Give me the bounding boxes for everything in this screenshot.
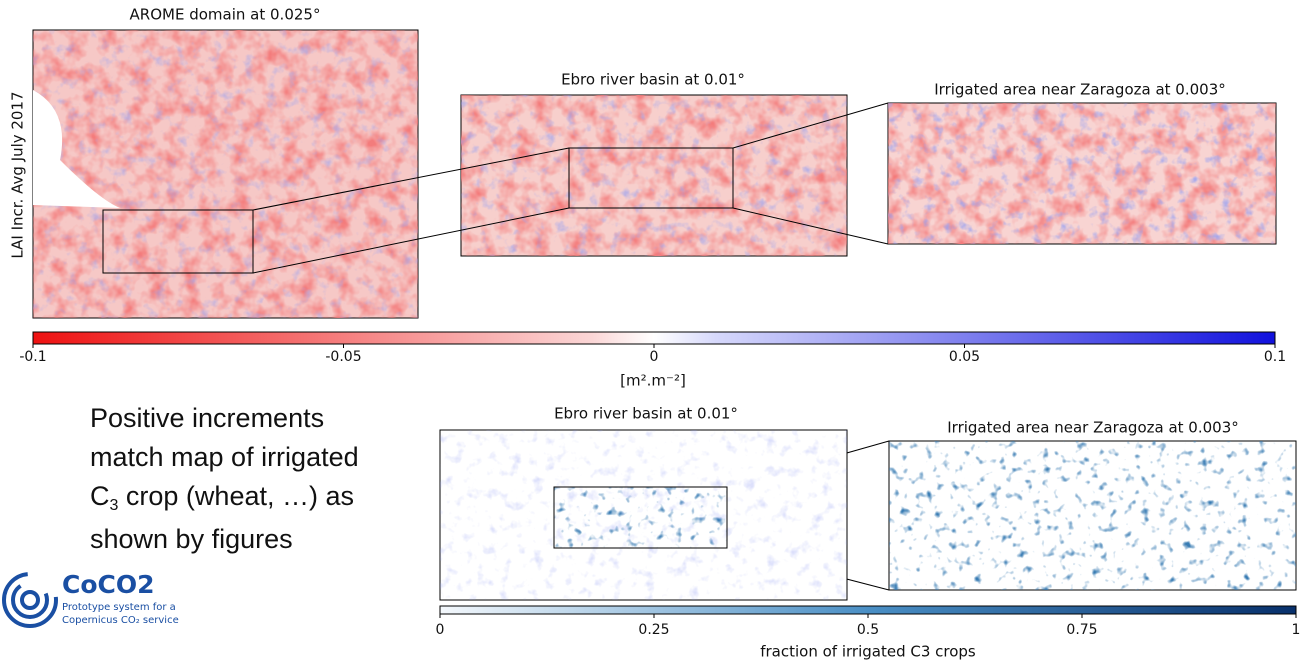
colorbar-label: [m².m⁻²] <box>620 372 686 390</box>
tick-label: 0.1 <box>1264 349 1286 365</box>
logo-name: CoCO2 <box>62 570 155 599</box>
irr-colorbar <box>440 606 1296 614</box>
panel-title: AROME domain at 0.025° <box>130 6 321 24</box>
map-zaragoza-lai <box>888 103 1276 244</box>
panel-title: Irrigated area near Zaragoza at 0.003° <box>947 419 1239 437</box>
logo-icon <box>4 574 56 626</box>
lai-colorbar <box>33 332 1275 344</box>
tick-label: -0.05 <box>325 349 361 365</box>
map-ebro-lai <box>461 95 847 256</box>
tick-label: 0 <box>436 622 445 638</box>
y-label: LAI Incr. Avg July 2017 <box>9 91 27 258</box>
slide: AROME domain at 0.025° Ebro river basin … <box>0 0 1306 661</box>
panel-title: Irrigated area near Zaragoza at 0.003° <box>934 81 1226 99</box>
note-text: crop (wheat, …) as <box>118 481 354 511</box>
panel-title: Ebro river basin at 0.01° <box>554 405 738 423</box>
note-subscript: 3 <box>110 497 119 514</box>
tick-label: 0 <box>650 349 659 365</box>
note: Positive increments match map of irrigat… <box>90 403 359 554</box>
colorbar-label: fraction of irrigated C3 crops <box>760 643 976 661</box>
map-arome <box>33 30 418 318</box>
logo: CoCO2 Prototype system for a Copernicus … <box>4 570 179 626</box>
note-line: Positive increments <box>90 403 324 433</box>
tick-label: 0.25 <box>638 622 669 638</box>
tick-label: 1 <box>1292 622 1301 638</box>
note-text: C <box>90 481 110 511</box>
tick-label: 0.05 <box>949 349 980 365</box>
note-line: match map of irrigated <box>90 442 359 472</box>
note-line: C3 crop (wheat, …) as <box>90 481 354 514</box>
tick-label: 0.5 <box>857 622 879 638</box>
tick-label: -0.1 <box>19 349 46 365</box>
logo-tagline: Copernicus CO₂ service <box>62 615 179 626</box>
map-zaragoza-irr <box>889 441 1296 590</box>
note-line: shown by figures <box>90 524 293 554</box>
panel-title: Ebro river basin at 0.01° <box>561 71 745 89</box>
logo-tagline: Prototype system for a <box>62 602 176 613</box>
map-ebro-irr <box>440 430 847 600</box>
tick-label: 0.75 <box>1066 622 1097 638</box>
